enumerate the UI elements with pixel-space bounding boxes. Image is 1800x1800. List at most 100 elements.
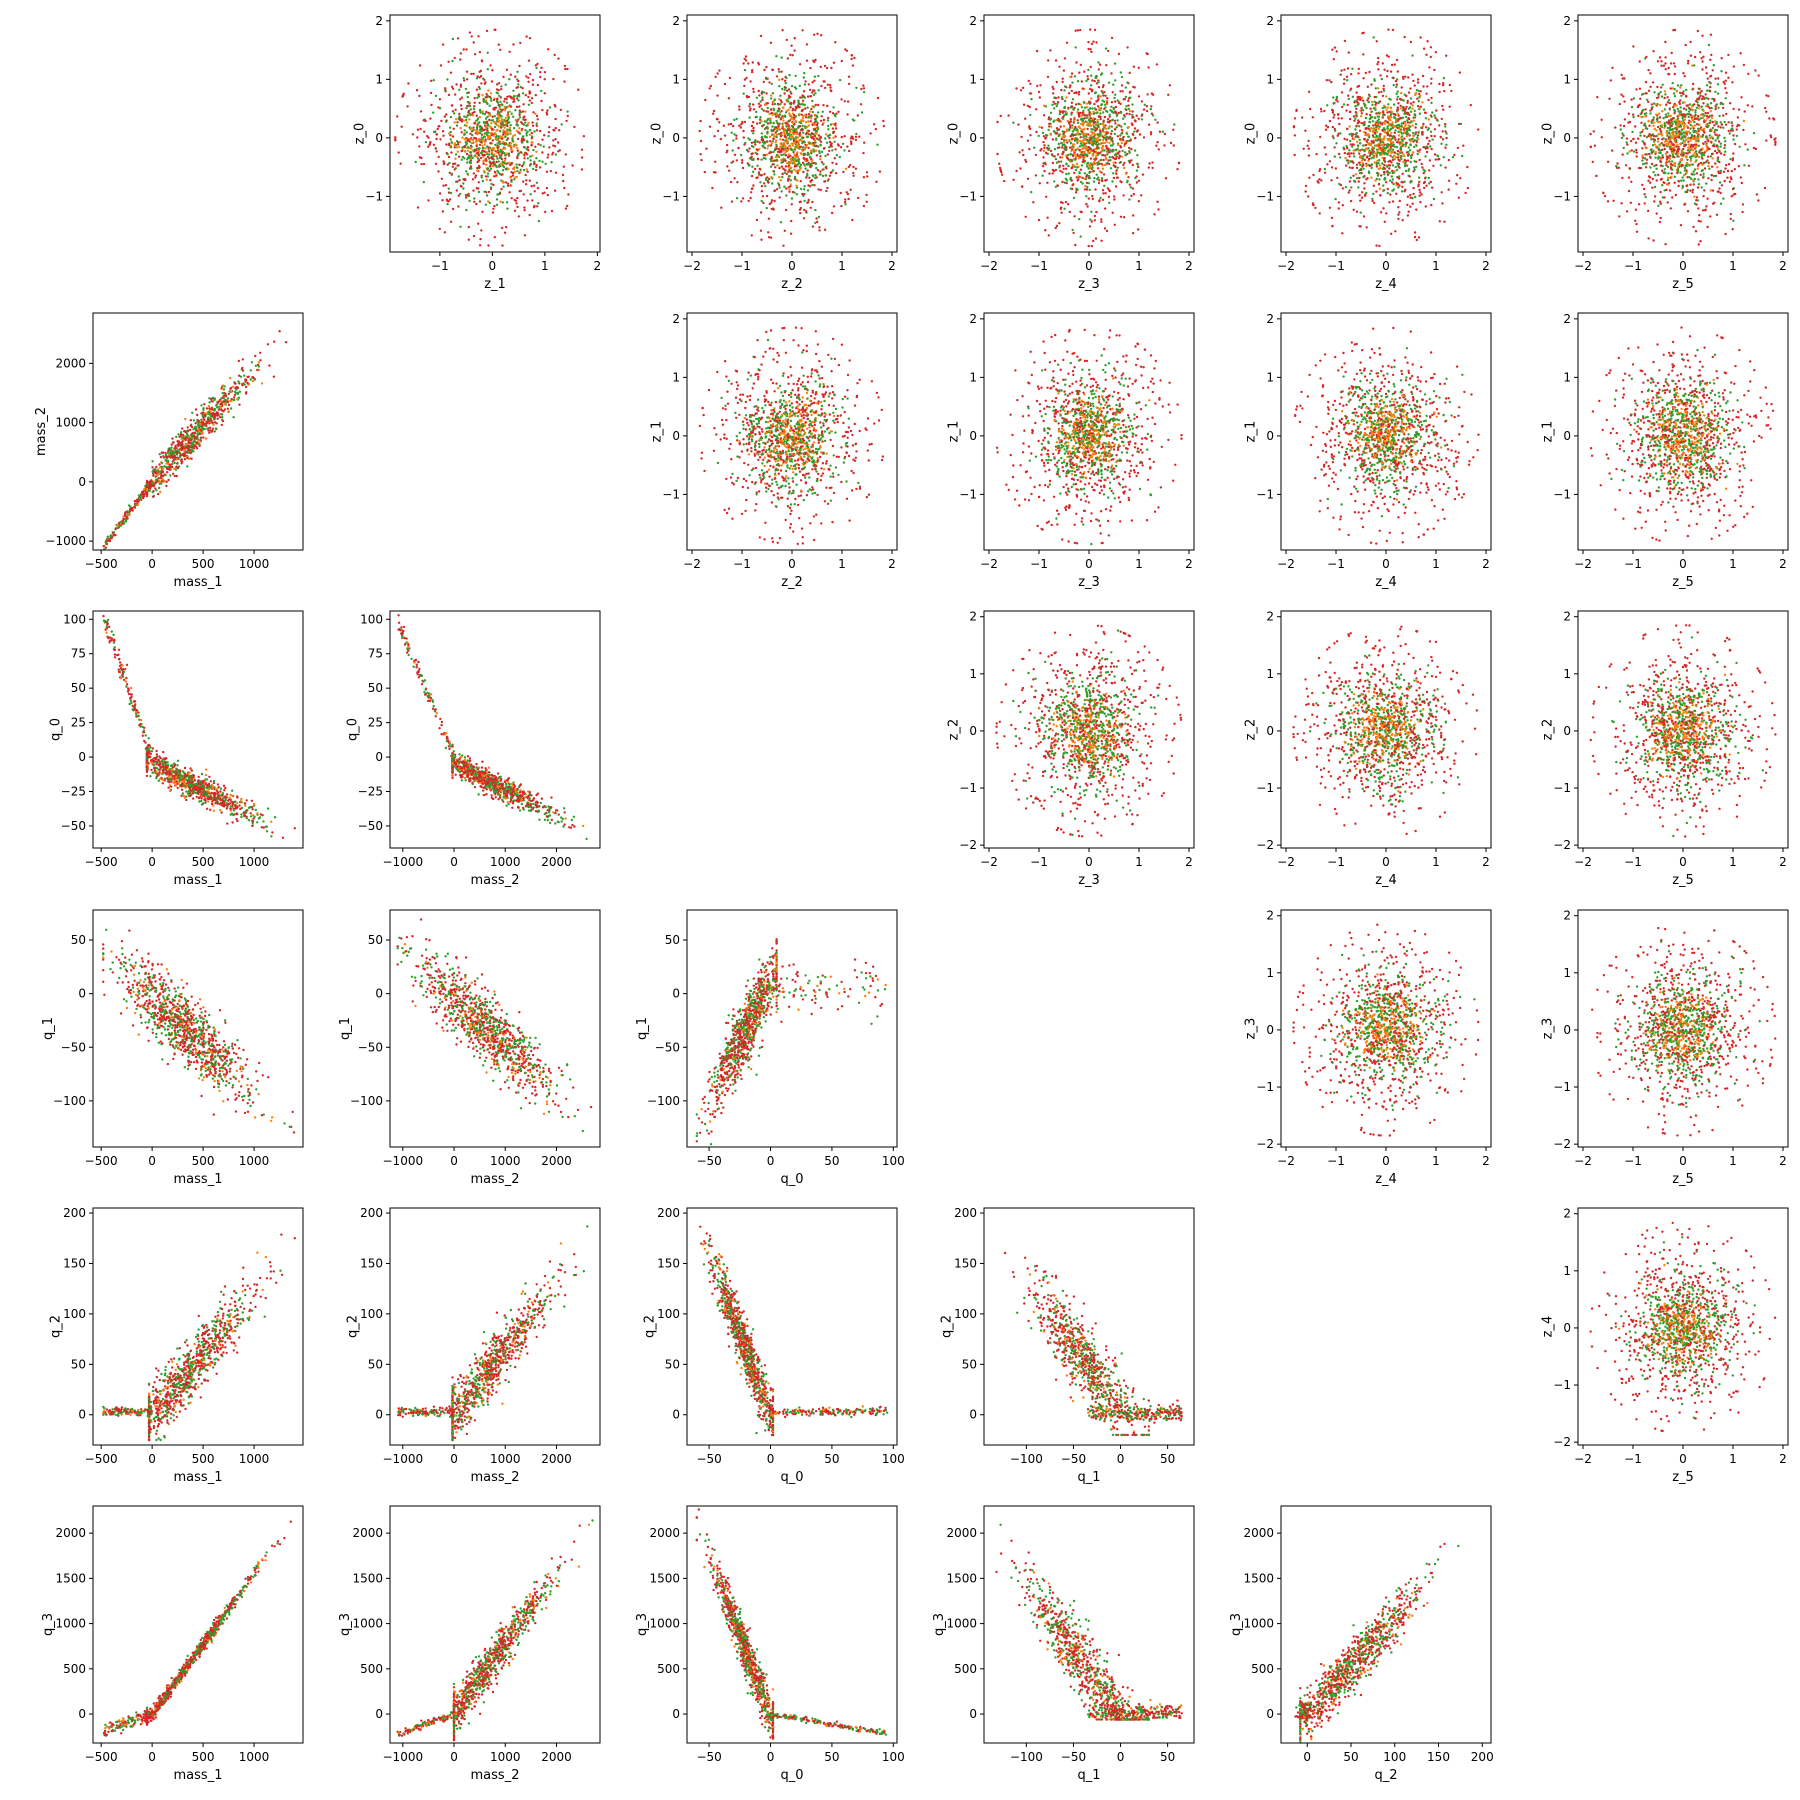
scatter-point bbox=[778, 70, 781, 73]
scatter-point bbox=[756, 149, 759, 152]
scatter-point bbox=[468, 31, 472, 34]
scatter-point bbox=[525, 75, 528, 78]
scatter-point bbox=[1430, 147, 1433, 151]
scatter-point bbox=[1128, 146, 1131, 150]
scatter-point bbox=[1430, 77, 1433, 81]
scatter-point bbox=[1112, 142, 1115, 146]
scatter-point bbox=[1081, 153, 1085, 156]
scatter-point bbox=[735, 117, 738, 121]
scatter-point bbox=[834, 124, 837, 127]
scatter-point bbox=[1085, 114, 1089, 117]
scatter-point bbox=[1124, 140, 1127, 143]
scatter-point bbox=[441, 130, 445, 133]
scatter-point bbox=[1097, 105, 1100, 108]
scatter-point bbox=[750, 155, 753, 159]
scatter-point bbox=[516, 137, 520, 141]
scatter-point bbox=[783, 135, 787, 138]
scatter-point bbox=[1415, 89, 1419, 92]
scatter-point bbox=[813, 123, 817, 127]
scatter-point bbox=[466, 100, 470, 104]
scatter-point bbox=[1370, 176, 1373, 179]
scatter-point bbox=[771, 163, 774, 166]
scatter-point bbox=[478, 87, 481, 91]
scatter-point bbox=[481, 110, 484, 113]
scatter-point bbox=[501, 169, 505, 172]
scatter-point bbox=[1110, 144, 1114, 147]
scatter-point bbox=[1092, 169, 1095, 173]
scatter-point bbox=[501, 103, 504, 107]
scatter-point bbox=[1059, 110, 1062, 114]
scatter-point bbox=[530, 185, 533, 188]
scatter-point bbox=[801, 149, 804, 152]
scatter-point bbox=[778, 78, 781, 82]
scatter-point bbox=[1361, 156, 1364, 160]
scatter-point bbox=[477, 35, 480, 38]
scatter-point bbox=[1155, 144, 1158, 147]
scatter-point bbox=[535, 124, 538, 128]
scatter-point bbox=[1081, 119, 1084, 123]
scatter-point bbox=[735, 137, 738, 140]
scatter-point bbox=[474, 140, 478, 143]
scatter-point bbox=[795, 132, 798, 136]
scatter-point bbox=[1137, 117, 1141, 121]
scatter-point bbox=[518, 116, 522, 119]
scatter-point bbox=[434, 162, 438, 165]
scatter-point bbox=[1397, 102, 1400, 105]
scatter-point bbox=[485, 194, 489, 197]
scatter-point bbox=[1093, 147, 1097, 151]
scatter-point bbox=[1102, 145, 1105, 148]
scatter-point bbox=[800, 128, 804, 132]
scatter-point bbox=[1451, 156, 1455, 159]
scatter-point bbox=[787, 153, 791, 156]
scatter-point bbox=[1099, 196, 1102, 200]
scatter-point bbox=[1066, 157, 1070, 160]
scatter-point bbox=[528, 99, 531, 102]
scatter-point bbox=[1120, 132, 1123, 135]
scatter-point bbox=[1070, 72, 1074, 75]
scatter-point bbox=[729, 180, 733, 184]
scatter-point bbox=[1119, 134, 1122, 137]
scatter-point bbox=[1418, 112, 1422, 115]
scatter-point bbox=[494, 132, 497, 135]
scatter-point bbox=[1334, 129, 1337, 132]
scatter-point bbox=[750, 234, 753, 237]
scatter-point bbox=[1133, 86, 1136, 89]
scatter-point bbox=[531, 141, 534, 144]
scatter-point bbox=[772, 137, 775, 141]
scatter-point bbox=[1433, 68, 1436, 72]
scatter-point bbox=[1047, 234, 1051, 237]
scatter-point bbox=[513, 209, 517, 212]
scatter-point bbox=[768, 144, 771, 147]
scatter-point bbox=[1345, 75, 1349, 78]
scatter-point bbox=[1384, 148, 1387, 152]
scatter-point bbox=[1076, 29, 1080, 32]
scatter-point bbox=[826, 179, 829, 182]
scatter-point bbox=[1123, 114, 1126, 117]
scatter-point bbox=[494, 137, 497, 141]
scatter-point bbox=[818, 149, 821, 153]
scatter-point bbox=[839, 146, 843, 149]
scatter-point bbox=[1095, 41, 1098, 44]
scatter-point bbox=[1103, 141, 1107, 145]
scatter-point bbox=[1146, 93, 1149, 96]
scatter-point bbox=[573, 125, 576, 129]
scatter-point bbox=[1149, 107, 1153, 111]
scatter-point bbox=[1034, 174, 1038, 177]
scatter-point bbox=[1119, 111, 1123, 115]
scatter-point bbox=[1343, 39, 1347, 43]
scatter-point bbox=[526, 146, 529, 149]
scatter-point bbox=[1407, 210, 1410, 213]
scatter-point bbox=[1012, 121, 1015, 124]
scatter-point bbox=[834, 148, 837, 151]
scatter-point bbox=[1441, 83, 1445, 87]
scatter-point bbox=[826, 104, 829, 108]
scatter-point bbox=[1404, 124, 1407, 127]
scatter-point bbox=[498, 172, 502, 176]
scatter-point bbox=[1462, 144, 1465, 147]
scatter-point bbox=[407, 82, 410, 85]
scatter-point bbox=[1049, 133, 1053, 136]
scatter-point bbox=[580, 156, 584, 159]
scatter-point bbox=[769, 119, 772, 123]
scatter-point bbox=[761, 195, 765, 198]
scatter-point bbox=[1409, 154, 1413, 158]
